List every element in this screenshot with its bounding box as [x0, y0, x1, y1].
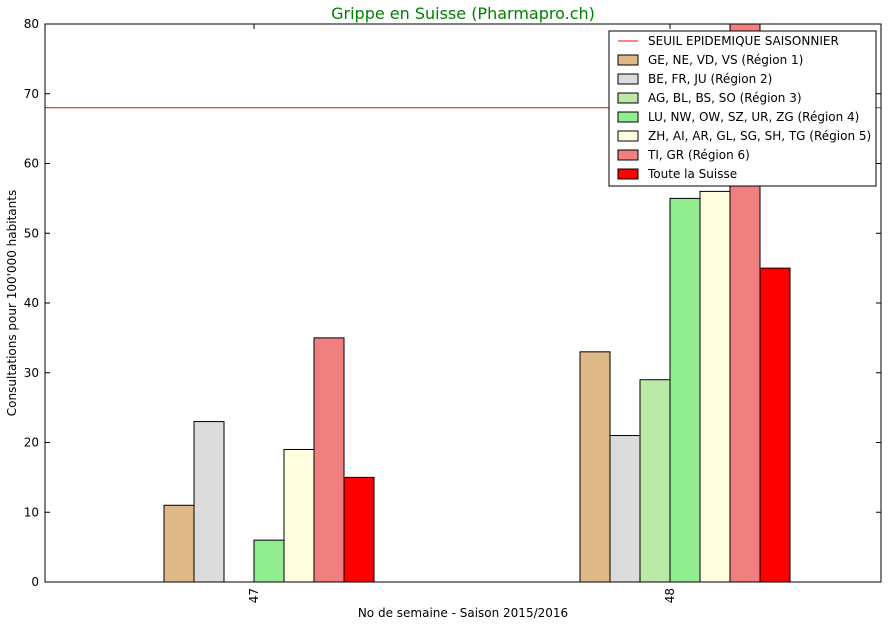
bar	[699, 190, 731, 583]
bar	[669, 197, 701, 583]
y-axis: 0 10 20 30 40 50 60 70 80	[24, 17, 881, 589]
y-tick-label: 40	[24, 296, 39, 310]
bar	[193, 421, 225, 583]
legend-box	[608, 30, 877, 187]
bars-group	[163, 23, 791, 583]
legend-swatch	[617, 149, 639, 161]
y-tick-label: 80	[24, 17, 39, 31]
legend-label: SEUIL EPIDEMIQUE SAISONNIER	[648, 34, 839, 48]
legend-swatch	[617, 130, 639, 142]
y-tick-label: 10	[24, 505, 39, 519]
y-tick-label: 60	[24, 157, 39, 171]
y-tick-label: 30	[24, 366, 39, 380]
x-tick-label: 47	[247, 588, 261, 603]
legend-label: BE, FR, JU (Région 2)	[648, 72, 772, 86]
chart-title: Grippe en Suisse (Pharmapro.ch)	[331, 4, 595, 23]
bar	[609, 435, 641, 583]
y-tick-label: 70	[24, 87, 39, 101]
x-tick-label: 48	[663, 588, 677, 603]
bar	[283, 448, 315, 583]
bar	[579, 351, 611, 583]
legend-swatch	[617, 92, 639, 104]
legend-label: ZH, AI, AR, GL, SG, SH, TG (Région 5)	[648, 129, 871, 143]
legend-swatch	[617, 168, 639, 180]
bar	[163, 504, 195, 583]
x-axis-label: No de semaine - Saison 2015/2016	[358, 606, 568, 620]
bar	[253, 539, 285, 583]
legend: SEUIL EPIDEMIQUE SAISONNIER GE, NE, VD, V…	[608, 30, 877, 187]
legend-swatch	[617, 73, 639, 85]
legend-label: GE, NE, VD, VS (Région 1)	[648, 53, 803, 67]
x-axis: 47 48	[247, 24, 677, 603]
legend-label: LU, NW, OW, SZ, UR, ZG (Région 4)	[648, 110, 859, 124]
bar	[343, 476, 375, 583]
legend-label: TI, GR (Région 6)	[647, 148, 750, 162]
bar	[313, 337, 345, 583]
y-tick-label: 0	[31, 575, 39, 589]
legend-label: AG, BL, BS, SO (Région 3)	[648, 91, 802, 105]
y-tick-label: 50	[24, 226, 39, 240]
y-tick-label: 20	[24, 436, 39, 450]
bar	[639, 379, 671, 583]
bar	[759, 267, 791, 583]
legend-swatch	[617, 111, 639, 123]
y-axis-label: Consultations pour 100'000 habitants	[5, 190, 19, 416]
legend-label: Toute la Suisse	[647, 167, 737, 181]
legend-swatch	[617, 54, 639, 66]
